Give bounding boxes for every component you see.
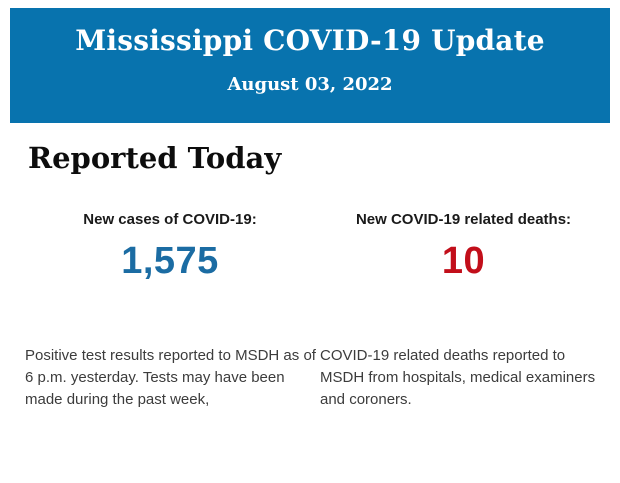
new-deaths-value: 10 <box>441 240 486 282</box>
header-banner: Mississippi COVID-19 Update August 03, 2… <box>10 8 610 123</box>
page-title: Mississippi COVID-19 Update <box>75 24 545 57</box>
report-date: August 03, 2022 <box>227 74 393 95</box>
section-heading: Reported Today <box>28 141 282 175</box>
new-cases-label: New cases of COVID-19: <box>83 211 257 228</box>
new-cases-description: Positive test results reported to MSDH a… <box>25 347 316 408</box>
new-deaths-label: New COVID-19 related deaths: <box>355 211 572 228</box>
new-cases-value: 1,575 <box>121 240 219 282</box>
new-deaths-description: COVID-19 related deaths reported to MSDH… <box>320 347 596 408</box>
